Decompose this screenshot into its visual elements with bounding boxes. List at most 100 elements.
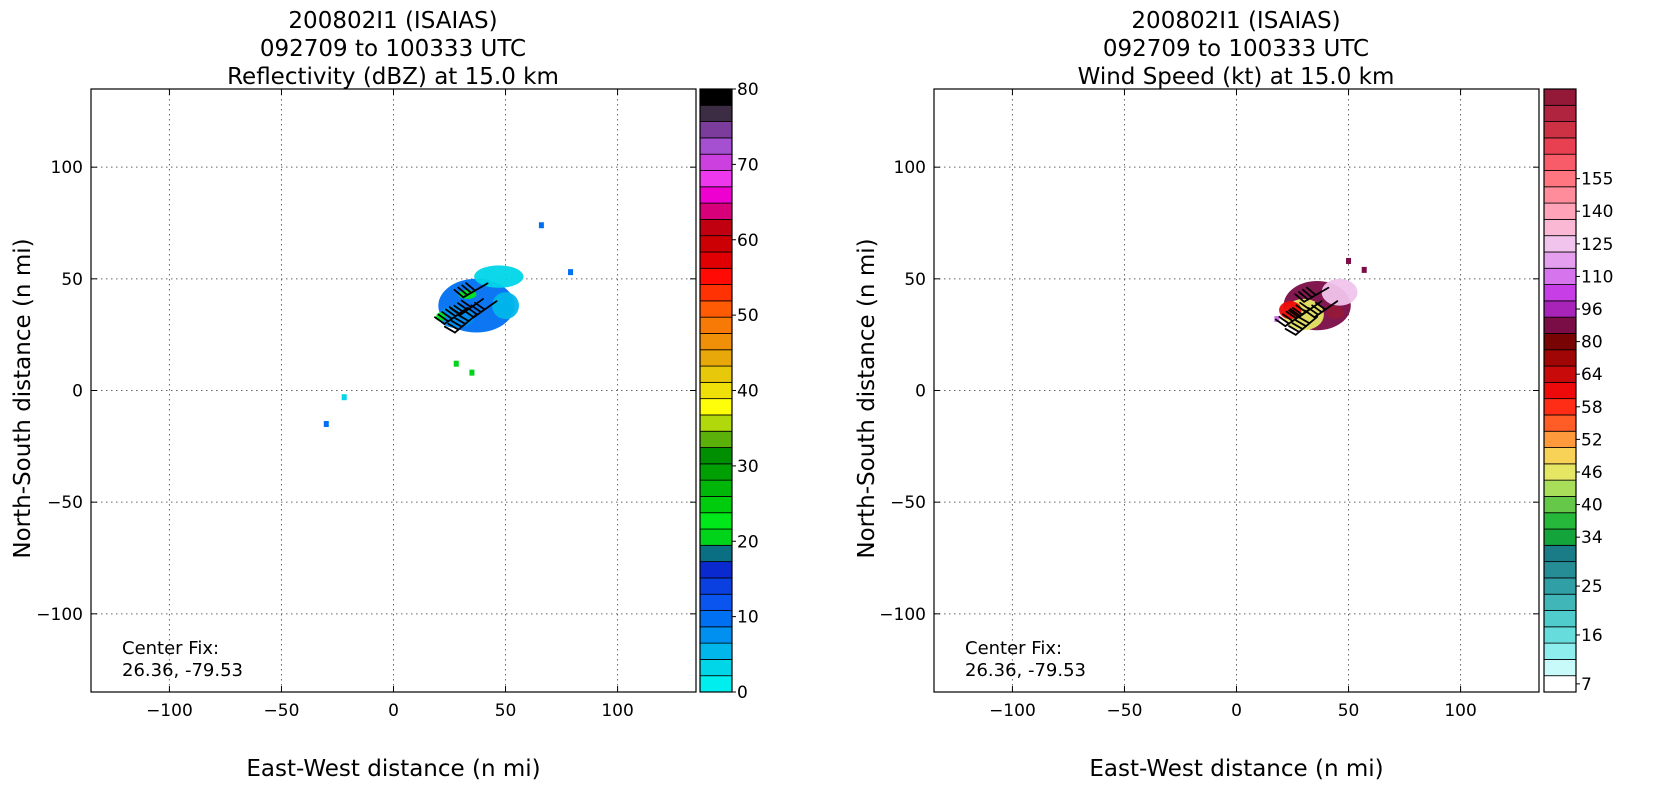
colorbar-segment-1	[699, 659, 733, 677]
y-tick-label-0: −100	[36, 605, 83, 625]
center-fix-line-2: 26.36, -79.53	[965, 660, 1086, 681]
wind-barb-feather	[470, 304, 482, 313]
x-tick-label-3: 50	[1338, 701, 1360, 721]
colorbar-segment-9	[699, 528, 733, 546]
colorbar-segment-7	[699, 561, 733, 579]
colorbar-segment-32	[699, 153, 733, 171]
wind-barb-feather	[1298, 291, 1309, 301]
colorbar-segment-25	[699, 267, 733, 285]
y-tick-label-2: 0	[915, 382, 926, 402]
colorbar-tick-label-7: 58	[1581, 398, 1603, 418]
colorbar-segment-21	[699, 333, 733, 351]
colorbar-segment-2	[699, 642, 733, 660]
colorbar-segment-23	[1543, 300, 1577, 318]
x-tick-label-0: −100	[146, 701, 193, 721]
colorbar-segment-22	[1543, 316, 1577, 334]
echo-region-2	[1321, 278, 1358, 306]
chart-title-line-2: 092709 to 100333 UTC	[260, 36, 526, 62]
wind-barb-feather	[1282, 313, 1294, 322]
wind-barb-feather	[454, 317, 467, 325]
colorbar-segment-2	[1543, 642, 1577, 660]
colorbar: 7 16 25 34 40 46 52 58 64 80 96 110 125 140 155	[1543, 88, 1613, 695]
colorbar-segment-17	[1543, 398, 1577, 416]
wind-barb-feather	[1307, 307, 1319, 316]
colorbar-segment-36	[1543, 88, 1577, 106]
wind-barb-1	[449, 298, 485, 316]
colorbar-segment-20	[1543, 349, 1577, 367]
echo-cell-5	[1346, 257, 1352, 264]
colorbar-segment-5	[1543, 593, 1577, 611]
colorbar-tick-label-2: 25	[1581, 577, 1603, 597]
reflectivity-panel: 200802I1 (ISAIAS)092709 to 100333 UTCRef…	[10, 8, 759, 782]
wind-barb-2	[1294, 286, 1330, 303]
colorbar-segment-22	[699, 316, 733, 334]
echo-cell-11	[323, 421, 329, 427]
colorbar-tick-label-0: 7	[1581, 675, 1592, 695]
chart-title-line-3: Reflectivity (dBZ) at 15.0 km	[227, 64, 559, 90]
colorbar-segment-19	[699, 365, 733, 383]
wind-barb-feather	[453, 304, 465, 314]
colorbar: 0 10 20 30 40 50 60 70 80	[699, 80, 759, 703]
colorbar-segment-27	[699, 235, 733, 253]
wind-barb-feather	[449, 307, 462, 316]
y-axis-label: North-South distance (n mi)	[10, 238, 36, 558]
echo-cell-6	[538, 222, 544, 229]
colorbar-segment-31	[1543, 170, 1577, 188]
colorbar-segment-1	[1543, 659, 1577, 677]
echo-region-3	[1326, 305, 1345, 320]
x-tick-label-4: 100	[1444, 701, 1476, 721]
x-tick-label-3: 50	[495, 701, 517, 721]
colorbar-segment-34	[1543, 121, 1577, 139]
y-tick-label-3: 50	[61, 270, 83, 290]
colorbar-segment-35	[699, 104, 733, 122]
wind-barb-feather	[1305, 286, 1317, 296]
colorbar-segment-8	[699, 544, 733, 563]
colorbar-segment-18	[1543, 381, 1577, 400]
colorbar-segment-27	[1543, 235, 1577, 253]
colorbar-segment-29	[1543, 202, 1577, 220]
center-fix-line-1: Center Fix:	[965, 638, 1062, 659]
colorbar-segment-20	[699, 349, 733, 367]
colorbar-segment-3	[699, 626, 733, 644]
colorbar-segment-16	[699, 414, 733, 432]
colorbar-segment-12	[1543, 479, 1577, 497]
echo-cell-6	[1361, 266, 1367, 273]
colorbar-segment-26	[1543, 251, 1577, 269]
colorbar-segment-17	[699, 398, 733, 416]
y-tick-label-1: −50	[890, 493, 926, 513]
echo-region-3	[492, 292, 519, 320]
chart-title-line-1: 200802I1 (ISAIAS)	[1131, 8, 1340, 34]
colorbar-segment-11	[699, 496, 733, 514]
wind-barb-feather	[437, 313, 450, 323]
colorbar-segment-31	[699, 170, 733, 188]
wind-barb-feather	[445, 308, 457, 318]
wind-barb-feather	[1311, 304, 1323, 313]
echo-region-1	[474, 265, 524, 288]
colorbar-segment-34	[699, 121, 733, 139]
wind-barb-feather	[457, 302, 469, 311]
colorbar-segment-21	[1543, 333, 1577, 351]
wind-barb-4	[463, 300, 498, 319]
wind-barb-feather	[461, 284, 473, 294]
colorbar-segment-33	[699, 137, 733, 155]
wind-barb-feather	[447, 322, 460, 331]
colorbar-tick-label-6: 52	[1581, 430, 1603, 450]
wind-barb-feather	[465, 282, 476, 292]
wind-barb-feather	[453, 288, 465, 299]
colorbar-segment-6	[1543, 577, 1577, 595]
wind-barb-feather	[1288, 309, 1300, 319]
colorbar-tick-label-5: 50	[737, 306, 759, 326]
colorbar-segment-13	[1543, 463, 1577, 481]
wind-barb-feather	[460, 299, 473, 309]
data-layer	[323, 222, 574, 427]
colorbar-segment-10	[1543, 512, 1577, 530]
wind-barb-feather	[1294, 319, 1307, 328]
colorbar-tick-label-10: 96	[1581, 300, 1603, 320]
colorbar-segment-10	[699, 512, 733, 530]
colorbar-segment-7	[1543, 561, 1577, 579]
y-axis-label: North-South distance (n mi)	[854, 238, 880, 558]
colorbar-segment-19	[1543, 365, 1577, 383]
wind-barb-feather	[1278, 315, 1290, 325]
echo-cell-9	[453, 360, 459, 367]
chart-title-line-3: Wind Speed (kt) at 15.0 km	[1078, 64, 1395, 90]
